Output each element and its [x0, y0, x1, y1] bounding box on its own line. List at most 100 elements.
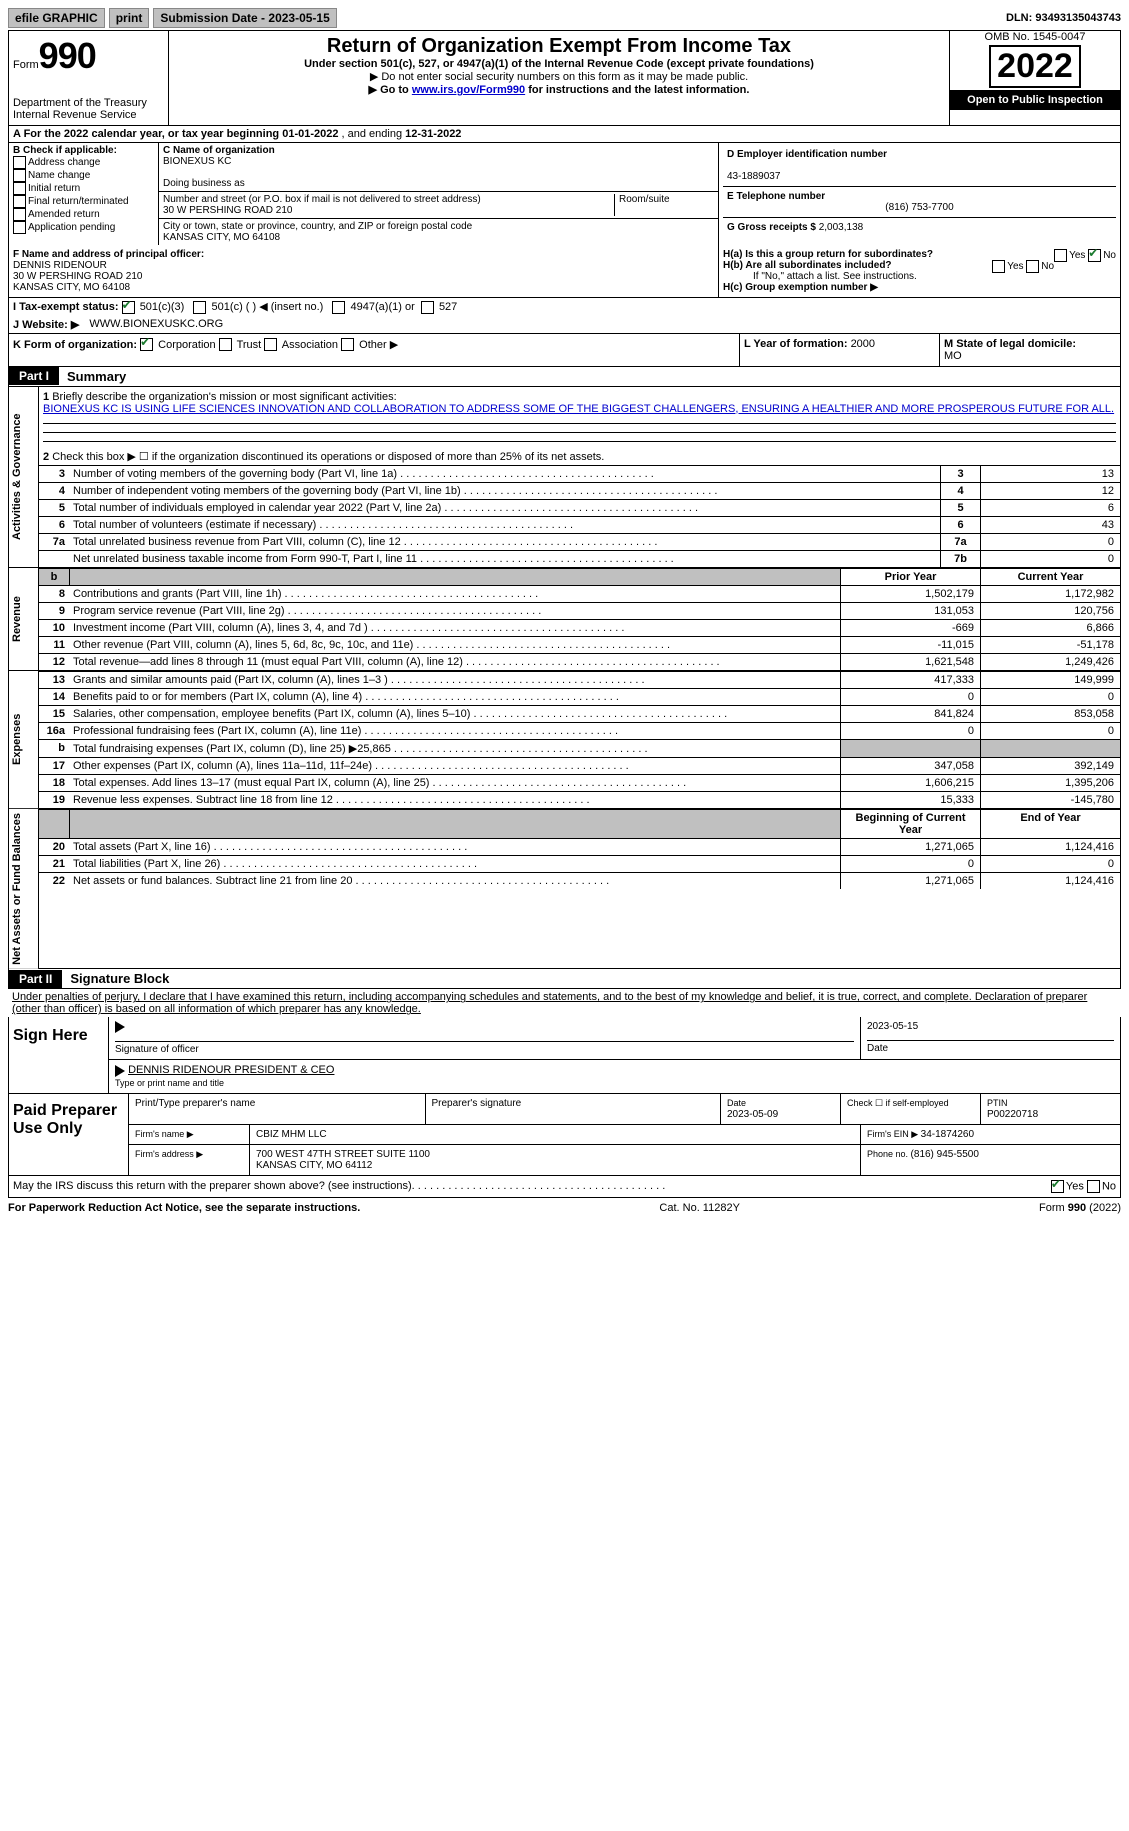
top-bar: efile GRAPHIC print Submission Date - 20… — [8, 8, 1121, 28]
arrow-icon — [115, 1021, 125, 1033]
row-i-tax-exempt: I Tax-exempt status: 501(c)(3) 501(c) ( … — [8, 298, 1121, 316]
dept-treasury: Department of the Treasury — [13, 97, 164, 109]
part-1-header: Part I Summary — [8, 367, 1121, 387]
line-2: Check this box ▶ ☐ if the organization d… — [52, 451, 604, 463]
cb-assoc[interactable] — [264, 338, 277, 351]
paid-preparer-label: Paid Preparer Use Only — [9, 1094, 129, 1175]
summary-line-5: 5Total number of individuals employed in… — [39, 499, 1120, 516]
year-formation: 2000 — [851, 338, 875, 350]
line-9: 9Program service revenue (Part VIII, lin… — [39, 602, 1120, 619]
firm-name: CBIZ MHM LLC — [249, 1125, 860, 1144]
omb-number: OMB No. 1545-0047 — [950, 31, 1120, 43]
irs-link[interactable]: www.irs.gov/Form990 — [412, 84, 525, 96]
line-b: bTotal fundraising expenses (Part IX, co… — [39, 739, 1120, 757]
line-20: 20Total assets (Part X, line 16)1,271,06… — [39, 838, 1120, 855]
row-a-tax-year: A For the 2022 calendar year, or tax yea… — [8, 126, 1121, 143]
ein-value: 43-1889037 — [727, 171, 1112, 182]
efile-tag: efile GRAPHIC — [8, 8, 105, 28]
netassets-section: Net Assets or Fund Balances Beginning of… — [8, 809, 1121, 970]
line-11: 11Other revenue (Part VIII, column (A), … — [39, 636, 1120, 653]
firm-phone: (816) 945-5500 — [911, 1149, 979, 1160]
part-2-header: Part II Signature Block — [8, 969, 1121, 989]
cb-corp[interactable] — [140, 338, 153, 351]
open-to-public: Open to Public Inspection — [950, 90, 1120, 110]
declaration-text: Under penalties of perjury, I declare th… — [8, 989, 1121, 1017]
sign-here-label: Sign Here — [9, 1017, 109, 1092]
cb-ha-yes[interactable] — [1054, 249, 1067, 262]
irs-label: Internal Revenue Service — [13, 109, 164, 121]
line-22: 22Net assets or fund balances. Subtract … — [39, 872, 1120, 889]
firm-ein: 34-1874260 — [921, 1129, 974, 1140]
org-address: 30 W PERSHING ROAD 210 — [163, 205, 614, 216]
summary-line-7a: 7aTotal unrelated business revenue from … — [39, 533, 1120, 550]
cb-527[interactable] — [421, 301, 434, 314]
cb-name-change[interactable] — [13, 169, 26, 182]
gross-receipts: 2,003,138 — [819, 222, 864, 233]
print-button[interactable]: print — [109, 8, 150, 28]
line-18: 18Total expenses. Add lines 13–17 (must … — [39, 774, 1120, 791]
summary-line-4: 4Number of independent voting members of… — [39, 482, 1120, 499]
cb-ha-no[interactable] — [1088, 249, 1101, 262]
vtab-revenue: Revenue — [9, 568, 39, 670]
firm-address: 700 WEST 47TH STREET SUITE 1100 — [256, 1149, 430, 1160]
cb-amended[interactable] — [13, 208, 26, 221]
self-employed-check[interactable]: Check ☐ if self-employed — [840, 1094, 980, 1124]
ptin: P00220718 — [987, 1109, 1038, 1120]
line-19: 19Revenue less expenses. Subtract line 1… — [39, 791, 1120, 808]
cb-address-change[interactable] — [13, 156, 26, 169]
cb-hb-no[interactable] — [1026, 260, 1039, 273]
expenses-section: Expenses 13Grants and similar amounts pa… — [8, 671, 1121, 809]
na-header: Beginning of Current YearEnd of Year — [39, 809, 1120, 838]
line-13: 13Grants and similar amounts paid (Part … — [39, 671, 1120, 688]
revenue-section: Revenue bPrior YearCurrent Year 8Contrib… — [8, 568, 1121, 671]
footer: For Paperwork Reduction Act Notice, see … — [8, 1198, 1121, 1214]
prep-date: 2023-05-09 — [727, 1109, 778, 1120]
section-fh: F Name and address of principal officer:… — [8, 245, 1121, 298]
vtab-netassets: Net Assets or Fund Balances — [9, 809, 39, 969]
summary-line-7b: Net unrelated business taxable income fr… — [39, 550, 1120, 567]
form-number: Form990 — [13, 35, 164, 77]
officer-sig-name: DENNIS RIDENOUR PRESIDENT & CEO — [128, 1064, 334, 1076]
sign-section: Sign Here Signature of officer 2023-05-1… — [8, 1017, 1121, 1093]
website-url: WWW.BIONEXUSKC.ORG — [89, 318, 223, 331]
col-c-org: C Name of organization BIONEXUS KC Doing… — [159, 143, 719, 245]
cb-hb-yes[interactable] — [992, 260, 1005, 273]
line-8: 8Contributions and grants (Part VIII, li… — [39, 585, 1120, 602]
state-domicile: MO — [944, 350, 962, 362]
col-b-checkboxes: B Check if applicable: Address change Na… — [9, 143, 159, 245]
cb-501c3[interactable] — [122, 301, 135, 314]
vtab-activities: Activities & Governance — [9, 387, 39, 567]
telephone: (816) 753-7700 — [727, 202, 1112, 213]
cb-other[interactable] — [341, 338, 354, 351]
section-bcd: B Check if applicable: Address change Na… — [8, 143, 1121, 245]
officer-name: DENNIS RIDENOUR — [13, 260, 714, 271]
summary-line-6: 6Total number of volunteers (estimate if… — [39, 516, 1120, 533]
form-header: Form990 Department of the Treasury Inter… — [8, 30, 1121, 126]
line-17: 17Other expenses (Part IX, column (A), l… — [39, 757, 1120, 774]
form-note-2: ▶ Go to www.irs.gov/Form990 for instruct… — [173, 83, 945, 96]
cb-4947[interactable] — [332, 301, 345, 314]
cb-initial-return[interactable] — [13, 182, 26, 195]
mission-text: BIONEXUS KC IS USING LIFE SCIENCES INNOV… — [43, 403, 1114, 415]
cb-may-no[interactable] — [1087, 1180, 1100, 1193]
part1-body: Activities & Governance 1 Briefly descri… — [8, 387, 1121, 568]
arrow-icon — [115, 1065, 125, 1077]
dln: DLN: 93493135043743 — [1006, 12, 1121, 24]
form-subtitle: Under section 501(c), 527, or 4947(a)(1)… — [173, 58, 945, 70]
row-j-website: J Website: ▶ WWW.BIONEXUSKC.ORG — [8, 316, 1121, 334]
form-title: Return of Organization Exempt From Incom… — [173, 35, 945, 58]
org-city: KANSAS CITY, MO 64108 — [163, 232, 714, 243]
summary-line-3: 3Number of voting members of the governi… — [39, 465, 1120, 482]
line-10: 10Investment income (Part VIII, column (… — [39, 619, 1120, 636]
may-discuss-row: May the IRS discuss this return with the… — [8, 1176, 1121, 1198]
submission-date: Submission Date - 2023-05-15 — [153, 8, 336, 28]
cb-final-return[interactable] — [13, 195, 26, 208]
line-12: 12Total revenue—add lines 8 through 11 (… — [39, 653, 1120, 670]
col-d-ein: D Employer identification number 43-1889… — [719, 143, 1120, 245]
sign-date: 2023-05-15 — [867, 1021, 918, 1032]
cb-may-yes[interactable] — [1051, 1180, 1064, 1193]
cb-application-pending[interactable] — [13, 221, 26, 234]
cb-trust[interactable] — [219, 338, 232, 351]
line-15: 15Salaries, other compensation, employee… — [39, 705, 1120, 722]
cb-501c[interactable] — [193, 301, 206, 314]
